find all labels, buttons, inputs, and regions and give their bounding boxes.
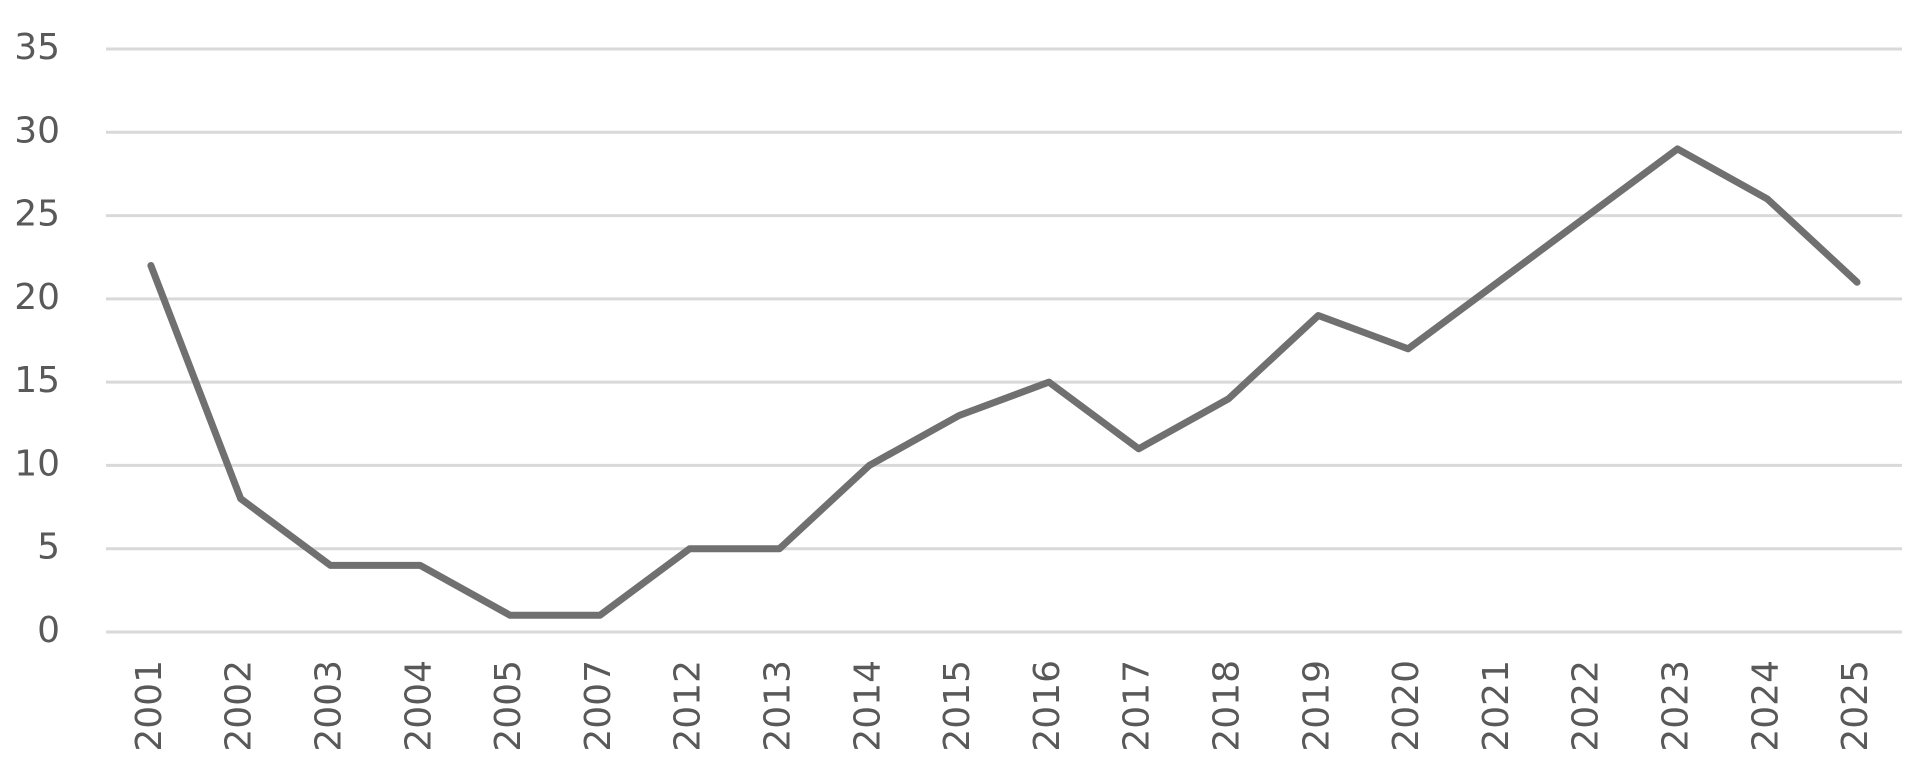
x-tick-label: 2003 [309, 660, 350, 752]
x-tick-label: 2002 [219, 660, 260, 752]
y-tick-label: 10 [14, 443, 60, 484]
x-tick-label: 2020 [1386, 660, 1427, 752]
x-tick-label: 2017 [1117, 660, 1158, 752]
y-tick-label: 20 [14, 277, 60, 318]
x-tick-label: 2001 [129, 660, 170, 752]
y-tick-label: 25 [14, 194, 60, 235]
x-tick-label: 2005 [488, 660, 529, 752]
y-tick-label: 35 [14, 27, 60, 68]
x-tick-label: 2023 [1656, 660, 1697, 752]
y-tick-label: 5 [37, 527, 60, 568]
x-tick-label: 2022 [1566, 660, 1607, 752]
y-tick-label: 30 [14, 110, 60, 151]
data-line [147, 145, 1861, 619]
x-tick-label: 2018 [1207, 660, 1248, 752]
x-tick-label: 2015 [937, 660, 978, 752]
x-tick-label: 2016 [1027, 660, 1068, 752]
x-tick-label: 2014 [847, 660, 888, 752]
x-tick-label: 2021 [1476, 660, 1517, 752]
x-tick-label: 2013 [758, 660, 799, 752]
x-tick-label: 2007 [578, 660, 619, 752]
y-tick-label: 0 [37, 610, 60, 651]
y-tick-label: 15 [14, 360, 60, 401]
x-tick-label: 2019 [1296, 660, 1337, 752]
x-tick-label: 2024 [1745, 660, 1786, 752]
x-tick-label: 2025 [1835, 660, 1876, 752]
x-tick-label: 2012 [668, 660, 709, 752]
x-tick-label: 2004 [398, 660, 439, 752]
